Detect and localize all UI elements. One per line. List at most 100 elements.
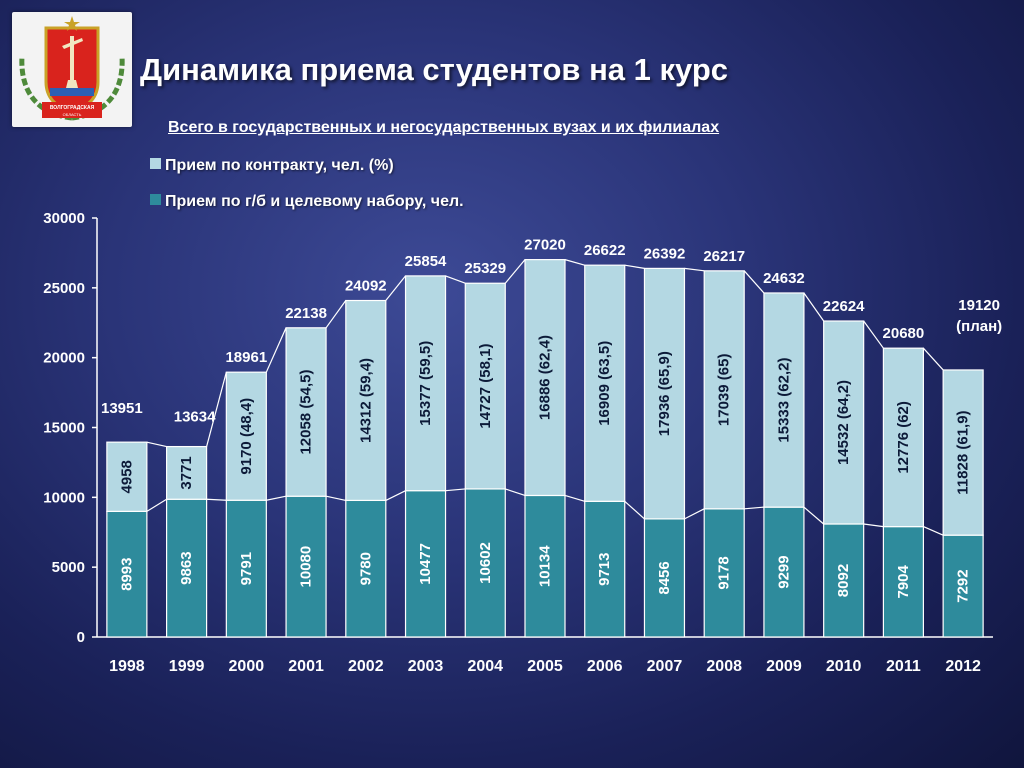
x-tick-label: 1999 [169, 658, 205, 675]
series-line-middle [923, 526, 944, 536]
y-tick-label: 25000 [43, 280, 85, 297]
legend-label-contract: Прием по контракту, чел. (%) [165, 157, 394, 174]
y-tick-label: 20000 [43, 350, 85, 367]
bar-contract [882, 347, 925, 528]
total-label: 25329 [464, 260, 506, 277]
series-line-top [385, 275, 407, 301]
series-line-top [922, 347, 944, 371]
total-label: 13951 [101, 400, 143, 417]
bar-contract [942, 369, 984, 536]
legend-item-contract: Прием по контракту, чел. (%) [150, 157, 394, 177]
y-tick-label: 10000 [43, 489, 85, 506]
bar-budget [763, 506, 805, 638]
y-tick-label: 30000 [43, 210, 85, 227]
page-subtitle: Всего в государственных и негосударствен… [168, 119, 720, 136]
series-line-middle [266, 495, 287, 501]
bar-budget [643, 518, 686, 638]
x-tick-label: 2001 [288, 658, 324, 675]
series-line-top [265, 327, 287, 373]
total-label: 27020 [524, 237, 566, 254]
data-label-budget: 9791 [238, 552, 255, 585]
series-line-top [624, 264, 645, 269]
data-label-contract: 9170 (48,4) [238, 398, 255, 475]
total-label: 22138 [285, 305, 327, 322]
data-label-budget: 10080 [298, 546, 315, 588]
data-label-contract: 14532 (64,2) [835, 380, 852, 465]
x-tick-label: 2002 [348, 658, 384, 675]
bar-budget [166, 498, 208, 638]
series-line-top [684, 267, 705, 272]
data-label-contract: 16886 (62,4) [537, 335, 554, 420]
y-tick-label: 15000 [43, 420, 85, 437]
series-line-middle [325, 495, 346, 501]
bar-budget [942, 534, 984, 638]
data-label-contract: 12776 (62) [895, 401, 912, 474]
x-tick-label: 2007 [647, 658, 683, 675]
bar-contract [464, 282, 506, 490]
x-tick-label: 2006 [587, 658, 623, 675]
bar-contract [643, 267, 686, 520]
data-label-budget: 9299 [775, 555, 792, 588]
series-line-middle [564, 494, 585, 502]
legend-swatch-budget [150, 194, 161, 205]
series-line-top [564, 259, 585, 266]
coat-of-arms-icon: ВОЛГОГРАДСКАЯ ОБЛАСТЬ [19, 16, 125, 121]
x-tick-label: 2010 [826, 658, 862, 675]
data-label-contract: 15333 (62,2) [775, 358, 792, 443]
series-line-middle [684, 508, 705, 520]
x-tick-label: 2003 [408, 658, 444, 675]
total-note: (план) [956, 318, 1002, 335]
series-line-top [206, 372, 227, 447]
bar-budget [703, 508, 745, 638]
bar-contract [166, 445, 208, 500]
data-label-contract: 4958 [118, 460, 135, 493]
data-label-contract: 17936 (65,9) [656, 351, 673, 436]
bar-budget [225, 499, 267, 638]
emblem-text-top: ВОЛГОГРАДСКАЯ [50, 105, 95, 111]
legend-item-budget: Прием по г/б и целевому набору, чел. [150, 193, 464, 213]
series-line-top [445, 275, 466, 284]
bar-budget [285, 495, 327, 638]
bar-contract [285, 327, 327, 497]
series-line-top [504, 259, 526, 284]
series-line-middle [385, 490, 406, 501]
bar-contract [524, 259, 566, 497]
bar-contract [584, 264, 626, 502]
data-label-budget: 7904 [895, 564, 912, 598]
total-label: 24092 [345, 278, 387, 295]
series-line-middle [803, 506, 825, 525]
data-label-budget: 9713 [596, 552, 613, 585]
y-tick-label: 5000 [52, 559, 85, 576]
data-label-budget: 9863 [178, 551, 195, 584]
data-label-budget: 8993 [118, 558, 135, 591]
series-line-middle [863, 523, 884, 528]
series-line-top [803, 292, 825, 322]
total-label: 26217 [703, 248, 745, 265]
total-label: 18961 [225, 349, 267, 366]
total-label: 22624 [823, 298, 865, 315]
series-line-middle [445, 488, 466, 492]
bar-contract [225, 371, 267, 501]
bar-budget [106, 510, 148, 638]
data-label-budget: 9780 [357, 552, 374, 585]
x-tick-label: 2004 [467, 658, 503, 675]
data-label-contract: 3771 [178, 456, 195, 489]
bar-contract [763, 292, 805, 508]
data-label-contract: 14727 (58,1) [477, 344, 494, 429]
series-line-top [325, 300, 347, 329]
legend-swatch-contract [150, 158, 161, 169]
total-label: 25854 [405, 253, 447, 270]
series-line-top [863, 320, 884, 349]
bar-contract [106, 441, 148, 512]
bar-budget [584, 500, 626, 638]
bar-contract [823, 320, 865, 525]
x-tick-label: 2012 [945, 658, 981, 675]
total-label: 13634 [174, 409, 216, 426]
total-label: 20680 [883, 325, 925, 342]
bar-budget [345, 499, 387, 638]
data-label-contract: 12058 (54,5) [298, 369, 315, 454]
series-line-middle [744, 506, 764, 510]
data-label-contract: 14312 (59,4) [357, 358, 374, 443]
bar-contract [345, 299, 387, 502]
